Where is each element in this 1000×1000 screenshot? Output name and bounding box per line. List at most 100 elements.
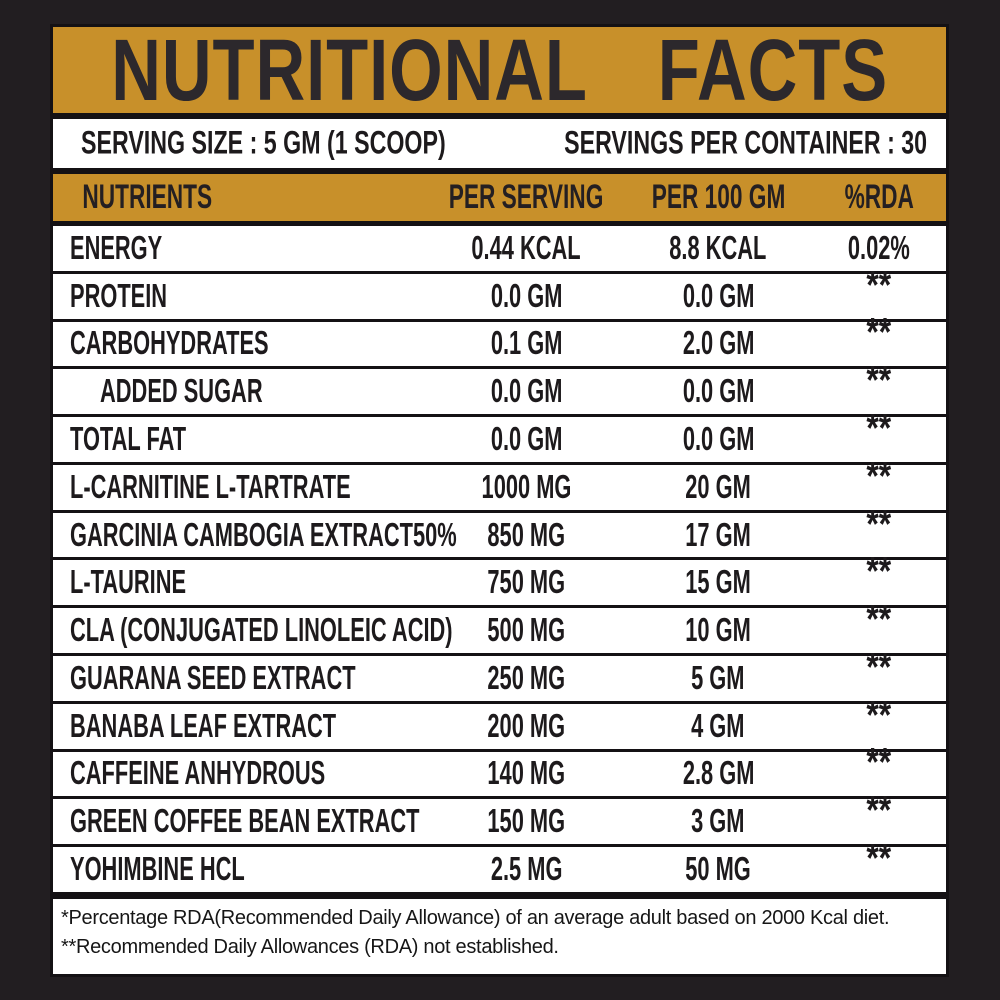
nutrient-name: CARBOHYDRATES: [70, 323, 269, 363]
footnotes: *Percentage RDA(Recommended Daily Allowa…: [53, 899, 946, 974]
table-row: L-CARNITINE L-TARTRATE 1000 MG 20 GM **: [53, 455, 946, 513]
rda-value: **: [866, 645, 892, 690]
per-100gm-value: 0.0 GM: [682, 371, 755, 410]
rda-value: **: [866, 741, 892, 786]
nutrient-cell: PROTEIN: [53, 276, 428, 314]
per-100gm-value: 0.0 GM: [682, 419, 755, 458]
per-100gm-value: 8.8 KCAL: [669, 228, 767, 267]
rda-value: 0.02%: [848, 228, 910, 267]
per-serving-cell: 2.5 MG: [428, 849, 624, 887]
servings-per-container-label: SERVINGS PER CONTAINER : 30: [564, 124, 928, 161]
per-100gm-value: 4 GM: [691, 705, 745, 745]
nutrient-name: GREEN COFFEE BEAN EXTRACT: [70, 801, 420, 840]
per-serving-value: 0.1 GM: [490, 323, 563, 363]
nutrient-name: CAFFEINE ANHYDROUS: [70, 753, 326, 793]
per-100gm-cell: 2.8 GM: [625, 754, 813, 792]
per-serving-cell: 0.1 GM: [428, 324, 624, 362]
header-cell-per-100gm: PER 100 GM: [625, 177, 813, 215]
rda-value: **: [866, 502, 892, 547]
header-cell-rda: %RDA: [812, 177, 946, 215]
rda-cell: **: [812, 455, 946, 509]
per-100gm-cell: 15 GM: [625, 563, 813, 601]
table-row: L-TAURINE 750 MG 15 GM **: [53, 550, 946, 609]
table-row: CARBOHYDRATES 0.1 GM 2.0 GM **: [53, 311, 946, 370]
rda-cell: **: [812, 789, 946, 843]
rda-cell: **: [812, 263, 946, 318]
rda-value: **: [866, 836, 892, 881]
per-100gm-value: 5 GM: [691, 658, 745, 697]
per-100gm-cell: 5 GM: [625, 658, 813, 696]
nutrient-name: YOHIMBINE HCL: [70, 849, 245, 888]
rda-value: **: [866, 693, 892, 738]
per-serving-cell: 150 MG: [428, 801, 624, 839]
rda-cell: **: [812, 694, 946, 748]
per-serving-cell: 0.0 GM: [428, 419, 624, 457]
per-100gm-cell: 0.0 GM: [625, 419, 813, 457]
nutrient-cell: CAFFEINE ANHYDROUS: [53, 754, 428, 792]
per-serving-cell: 0.0 GM: [428, 276, 624, 314]
nutrient-cell: GUARANA SEED EXTRACT: [53, 658, 428, 696]
table-row: CLA (CONJUGATED LINOLEIC ACID) 500 MG 10…: [53, 598, 946, 657]
per-100gm-value: 2.8 GM: [682, 753, 755, 793]
nutrient-name: ENERGY: [70, 228, 163, 267]
per-serving-value: 0.0 GM: [490, 275, 563, 315]
per-serving-cell: 0.0 GM: [428, 371, 624, 409]
rda-cell: **: [812, 550, 946, 604]
per-serving-cell: 250 MG: [428, 658, 624, 696]
rda-cell: **: [812, 598, 946, 652]
per-100gm-cell: 2.0 GM: [625, 324, 813, 362]
rda-value: **: [866, 597, 892, 643]
divider: [53, 221, 946, 226]
rda-value: **: [866, 359, 892, 404]
nutrient-name: L-CARNITINE L-TARTRATE: [70, 467, 351, 506]
rda-value: **: [866, 311, 892, 356]
per-100gm-value: 17 GM: [685, 514, 752, 554]
per-serving-value: 140 MG: [487, 753, 566, 793]
per-serving-value: 0.44 KCAL: [471, 228, 581, 267]
nutrient-name: BANABA LEAF EXTRACT: [70, 705, 337, 745]
table-row: GUARANA SEED EXTRACT 250 MG 5 GM **: [53, 646, 946, 704]
per-100gm-value: 10 GM: [685, 610, 752, 649]
per-serving-value: 750 MG: [487, 562, 566, 601]
per-100gm-cell: 3 GM: [625, 801, 813, 839]
per-100gm-cell: 0.0 GM: [625, 276, 813, 314]
header-rda-label: %RDA: [844, 177, 914, 216]
nutrient-cell: L-CARNITINE L-TARTRATE: [53, 467, 428, 505]
per-serving-value: 1000 MG: [481, 467, 572, 506]
table-row: CAFFEINE ANHYDROUS 140 MG 2.8 GM **: [53, 741, 946, 800]
nutrient-name: CLA (CONJUGATED LINOLEIC ACID): [70, 610, 453, 649]
per-100gm-value: 0.0 GM: [682, 275, 755, 315]
nutrient-cell: TOTAL FAT: [53, 419, 428, 457]
nutrient-cell: GREEN COFFEE BEAN EXTRACT: [53, 801, 428, 839]
per-100gm-cell: 17 GM: [625, 515, 813, 553]
table-header-row: NUTRIENTS PER SERVING PER 100 GM %RDA: [53, 174, 946, 221]
per-100gm-value: 3 GM: [691, 801, 745, 840]
table-row: ENERGY 0.44 KCAL 8.8 KCAL 0.02%: [53, 226, 946, 274]
divider: [53, 113, 946, 119]
nutrient-name: L-TAURINE: [70, 562, 187, 601]
per-serving-value: 0.0 GM: [490, 371, 563, 410]
per-serving-value: 150 MG: [487, 801, 566, 840]
per-serving-value: 200 MG: [487, 705, 566, 745]
header-per-100gm-label: PER 100 GM: [651, 177, 786, 216]
per-serving-cell: 200 MG: [428, 706, 624, 744]
table-row: PROTEIN 0.0 GM 0.0 GM **: [53, 263, 946, 322]
table-row: ADDED SUGAR 0.0 GM 0.0 GM **: [53, 359, 946, 418]
nutrient-name: TOTAL FAT: [70, 419, 187, 458]
per-100gm-cell: 50 MG: [625, 849, 813, 887]
per-100gm-value: 20 GM: [685, 467, 752, 506]
rda-cell: **: [812, 502, 946, 557]
header-per-serving-label: PER SERVING: [448, 177, 604, 216]
nutrient-name: PROTEIN: [70, 275, 168, 315]
nutrient-cell: ADDED SUGAR: [53, 371, 428, 409]
rda-cell: **: [812, 646, 946, 700]
nutrient-cell: CARBOHYDRATES: [53, 324, 428, 362]
rda-cell: **: [812, 407, 946, 461]
header-cell-per-serving: PER SERVING: [428, 177, 624, 215]
title-bar: NUTRITIONAL FACTS: [53, 20, 946, 118]
rda-value: **: [866, 550, 892, 595]
per-100gm-value: 15 GM: [685, 562, 752, 601]
nutrient-name: GARCINIA CAMBOGIA EXTRACT50%: [70, 514, 457, 554]
per-100gm-cell: 10 GM: [625, 610, 813, 648]
per-100gm-value: 2.0 GM: [682, 323, 755, 363]
